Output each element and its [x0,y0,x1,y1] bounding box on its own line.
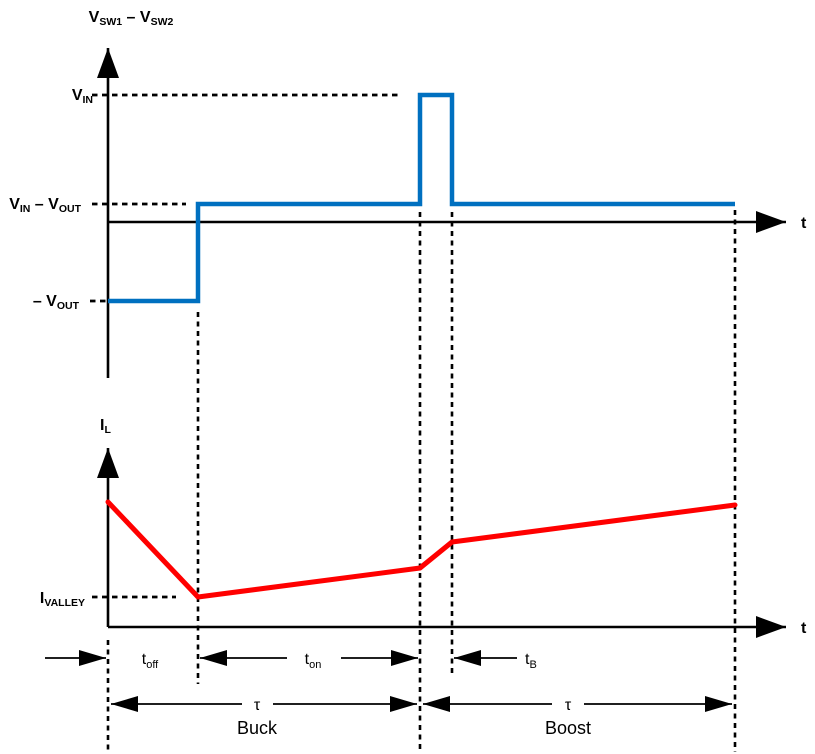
vin-level-label: VIN [72,87,93,106]
current-y-axis-label: IL [100,417,111,436]
tb-label: tB [525,651,537,671]
current-time-axis-label: t [801,620,807,637]
ton-label: ton [305,651,322,671]
ivalley-level-label: IVALLEY [40,590,85,609]
boost-mode-label: Boost [545,718,591,738]
neg-vout-level-label: – VOUT [33,293,80,312]
current-plot: IL t IVALLEY [40,417,807,638]
current-waveform [105,499,738,600]
voltage-waveform [108,92,735,304]
voltage-plot-title: VSW1 – VSW2 [89,9,174,28]
boost-tau-label: τ [565,697,572,714]
voltage-time-axis-label: t [801,215,807,232]
buck-tau-label: τ [254,697,261,714]
vin-minus-vout-level-label: VIN – VOUT [9,196,81,215]
buck-mode-label: Buck [237,718,278,738]
toff-label: toff [142,651,159,671]
event-guides [106,210,737,752]
timing-annotations: toff ton tB τ Buck τ Boost [45,650,732,738]
voltage-plot: VSW1 – VSW2 t VIN VIN – VOUT – VOUT [9,9,807,378]
